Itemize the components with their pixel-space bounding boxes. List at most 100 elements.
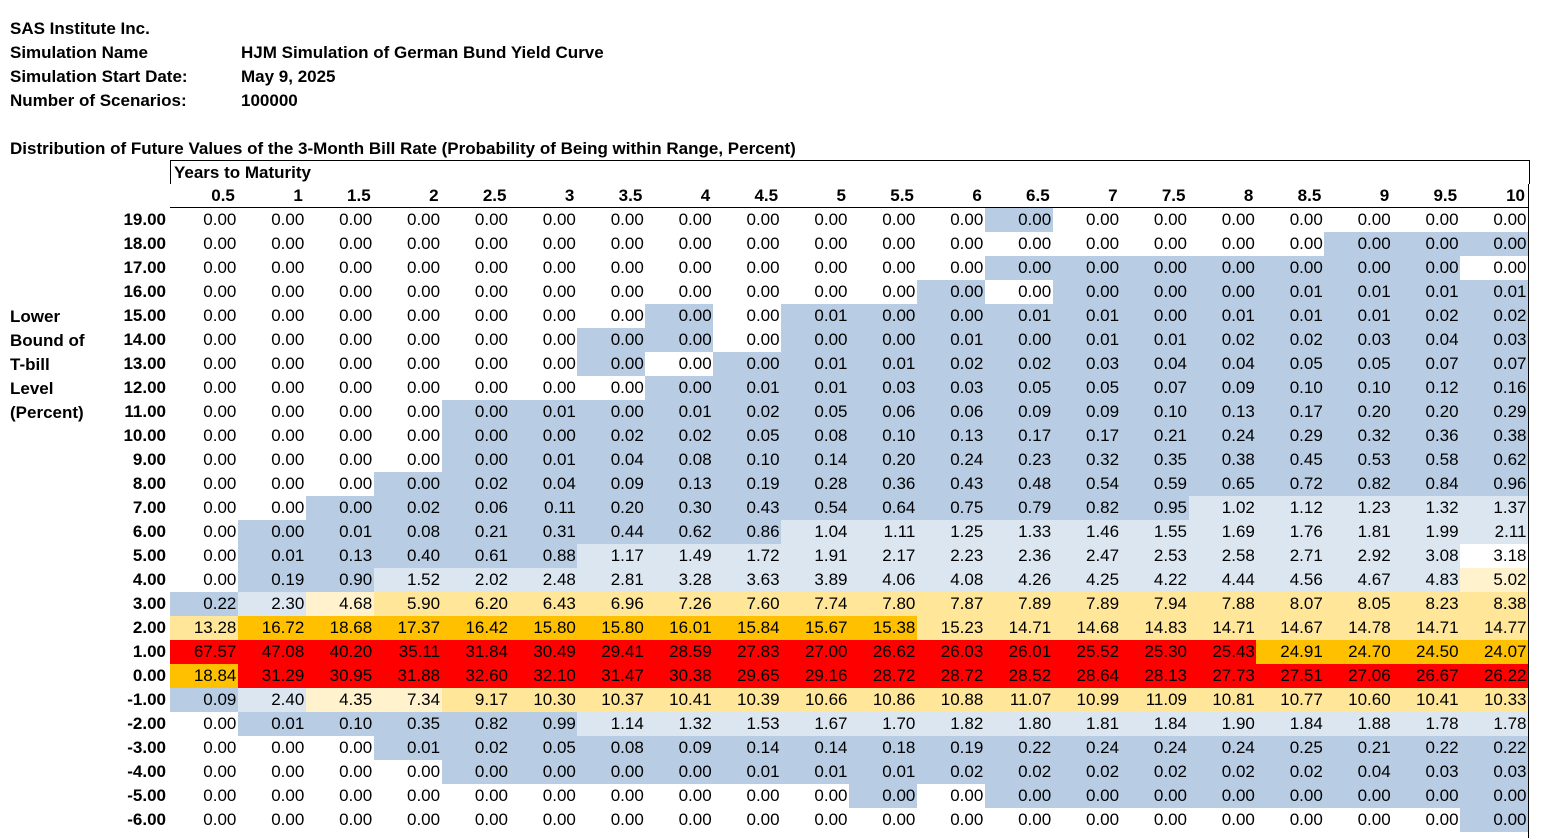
table-cell: 0.02 — [1256, 328, 1325, 352]
column-header: 9.5 — [1433, 186, 1458, 205]
table-cell: 8.38 — [1460, 592, 1529, 616]
table-cell: 5.02 — [1460, 568, 1529, 592]
table-cell: 2.58 — [1188, 544, 1257, 568]
table-cell: 0.00 — [237, 400, 307, 424]
table-cell: 4.35 — [305, 688, 375, 712]
table-cell: 0.95 — [1120, 496, 1189, 520]
table-cell: 0.02 — [984, 760, 1054, 784]
table-cell: 1.84 — [1120, 712, 1189, 736]
table-cell: 0.12 — [1392, 376, 1461, 400]
table-cell: 0.00 — [237, 232, 307, 256]
table-cell: 0.32 — [1052, 448, 1122, 472]
table-cell: 0.10 — [1256, 376, 1325, 400]
table-cell: 0.00 — [237, 448, 307, 472]
table-cell: 29.65 — [713, 664, 782, 688]
table-cell: 26.22 — [1460, 664, 1529, 688]
table-cell: 0.32 — [1324, 424, 1393, 448]
table-cell: 2.02 — [441, 568, 510, 592]
table-cell: 0.00 — [441, 256, 510, 280]
column-header: 3 — [564, 186, 575, 205]
table-cell: 2.23 — [916, 544, 986, 568]
table-cell: 0.00 — [373, 328, 443, 352]
table-cell: 5.90 — [373, 592, 443, 616]
table-cell: 31.29 — [237, 664, 307, 688]
table-cell: 0.00 — [237, 280, 307, 304]
table-cell: 0.00 — [916, 784, 986, 808]
table-cell: 0.04 — [577, 448, 646, 472]
table-cell: 0.04 — [1120, 352, 1189, 376]
table-cell: 15.23 — [916, 616, 986, 640]
table-cell: 0.00 — [509, 280, 578, 304]
table-cell: 10.60 — [1324, 688, 1393, 712]
table-cell: 0.72 — [1256, 472, 1325, 496]
column-header: 6.5 — [1026, 186, 1050, 205]
table-cell: 0.00 — [509, 232, 578, 256]
table-cell: 10.37 — [577, 688, 646, 712]
table-cell: 0.00 — [237, 472, 307, 496]
table-cell: 1.12 — [1256, 496, 1325, 520]
table-cell: 0.00 — [441, 400, 510, 424]
table-cell: 29.41 — [577, 640, 646, 664]
table-cell: 0.00 — [170, 448, 239, 472]
table-cell: 0.00 — [781, 328, 850, 352]
table-cell: 0.00 — [984, 208, 1054, 232]
table-cell: 0.10 — [1324, 376, 1393, 400]
table-cell: 7.34 — [373, 688, 443, 712]
table-cell: 0.00 — [1324, 232, 1393, 256]
table-cell: 0.45 — [1256, 448, 1325, 472]
table-cell: 0.13 — [645, 472, 714, 496]
table-cell: 1.49 — [645, 544, 714, 568]
table-cell: 8.05 — [1324, 592, 1393, 616]
column-header: 3.5 — [618, 186, 643, 205]
table-cell: 0.00 — [916, 304, 986, 328]
table-cell: 10.81 — [1188, 688, 1257, 712]
table-cell: 0.00 — [509, 256, 578, 280]
table-cell: 0.00 — [984, 232, 1054, 256]
table-cell: 0.00 — [781, 208, 850, 232]
table-cell: 0.00 — [441, 328, 510, 352]
table-cell: 0.35 — [373, 712, 443, 736]
column-header: 4.5 — [754, 186, 779, 205]
table-cell: 0.16 — [1460, 376, 1529, 400]
table-cell: 0.00 — [441, 304, 510, 328]
table-cell: 0.17 — [984, 424, 1054, 448]
table-cell: 0.82 — [1052, 496, 1122, 520]
table-cell: 0.20 — [1392, 400, 1461, 424]
table-cell: 0.00 — [170, 808, 239, 832]
table-cell: 40.20 — [305, 640, 375, 664]
table-cell: 0.29 — [1256, 424, 1325, 448]
table-cell: 31.47 — [577, 664, 646, 688]
table-cell: 28.64 — [1052, 664, 1122, 688]
table-cell: 0.00 — [373, 256, 443, 280]
table-cell: 0.00 — [645, 232, 714, 256]
table-cell: 14.71 — [1392, 616, 1461, 640]
table-cell: 1.02 — [1188, 496, 1257, 520]
table-cell: 3.08 — [1392, 544, 1461, 568]
table-cell: 0.05 — [1324, 352, 1393, 376]
table-cell: 0.00 — [713, 784, 782, 808]
table-cell: 0.01 — [1256, 280, 1325, 304]
table-cell: 0.24 — [916, 448, 986, 472]
table-cell: 7.94 — [1120, 592, 1189, 616]
table-cell: 0.01 — [1324, 304, 1393, 328]
table-cell: 0.01 — [1256, 304, 1325, 328]
table-cell: 0.00 — [1392, 808, 1461, 832]
table-cell: 0.00 — [713, 808, 782, 832]
table-cell: 26.67 — [1392, 664, 1461, 688]
table-cell: 4.26 — [984, 568, 1054, 592]
table-cell: 0.00 — [237, 760, 307, 784]
table-cell: 0.01 — [305, 520, 375, 544]
table-cell: 0.00 — [305, 256, 375, 280]
table-cell: 0.02 — [916, 760, 986, 784]
table-cell: 0.00 — [1188, 784, 1257, 808]
table-cell: 35.11 — [373, 640, 443, 664]
table-cell: 27.00 — [781, 640, 850, 664]
table-cell: 1.67 — [781, 712, 850, 736]
table-cell: 18.84 — [170, 664, 239, 688]
table-cell: 0.00 — [305, 760, 375, 784]
table-cell: 0.00 — [170, 304, 239, 328]
table-cell: 0.00 — [916, 232, 986, 256]
row-axis-label-line: Level — [10, 379, 54, 398]
table-cell: 0.40 — [373, 544, 443, 568]
table-cell: 0.01 — [984, 304, 1054, 328]
